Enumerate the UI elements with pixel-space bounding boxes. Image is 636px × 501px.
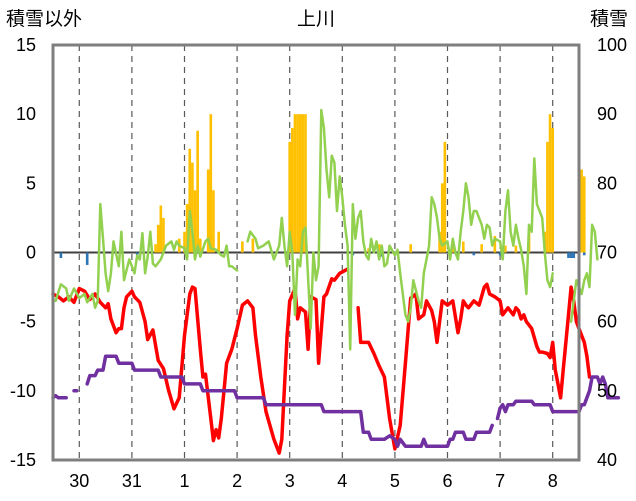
orange-bar <box>298 114 302 253</box>
right-tick-label: 60 <box>597 312 617 332</box>
orange-bar <box>580 169 583 253</box>
series-line <box>51 393 68 400</box>
series-line <box>85 354 494 448</box>
orange-bar <box>514 245 518 253</box>
orange-bar <box>480 244 484 253</box>
x-tick-label: 1 <box>179 471 189 491</box>
orange-bar <box>156 224 160 253</box>
orange-bar <box>198 238 202 253</box>
orange-bar <box>288 141 292 253</box>
orange-bar <box>291 128 294 253</box>
series-line <box>569 223 599 323</box>
left-tick-label: -10 <box>10 381 36 401</box>
orange-bar <box>241 241 244 253</box>
series-line <box>246 108 554 351</box>
blue-bar <box>135 252 139 256</box>
left-tick-label: 0 <box>26 243 36 263</box>
blue-bar <box>498 252 502 256</box>
orange-bar <box>217 231 221 253</box>
blue-bar <box>569 252 573 259</box>
orange-bar <box>183 231 186 253</box>
orange-bar <box>546 141 549 253</box>
plot-frame <box>51 43 581 462</box>
orange-bar <box>461 241 465 253</box>
orange-bar <box>162 217 165 253</box>
chart-title: 上川 <box>297 8 335 30</box>
right-tick-label: 80 <box>597 173 617 193</box>
orange-bar <box>191 162 194 253</box>
blue-bar <box>472 252 476 256</box>
orange-bar <box>504 245 507 253</box>
blue-bar <box>59 252 63 259</box>
orange-bar <box>251 238 255 253</box>
orange-bar <box>206 169 210 253</box>
orange-bar <box>212 190 215 253</box>
right-tick-label: 50 <box>597 381 617 401</box>
orange-bar <box>493 235 497 253</box>
blue-bar <box>567 252 570 259</box>
x-tick-label: 5 <box>390 471 400 491</box>
orange-bar <box>443 141 447 253</box>
orange-bar <box>304 114 307 253</box>
x-tick-label: 7 <box>495 471 505 491</box>
x-tick-label: 8 <box>548 471 558 491</box>
series-line <box>54 202 239 310</box>
blue-bar <box>582 252 586 256</box>
orange-bar <box>377 244 381 253</box>
right-tick-label: 90 <box>597 104 617 124</box>
x-tick-label: 6 <box>442 471 452 491</box>
orange-bar <box>185 204 189 253</box>
series-line <box>495 375 621 421</box>
left-tick-label: -5 <box>20 312 36 332</box>
blue-bar <box>572 252 576 259</box>
orange-bar <box>301 114 305 253</box>
series-line <box>51 267 350 455</box>
orange-bar <box>154 244 157 253</box>
left-tick-label: 15 <box>16 35 36 55</box>
orange-bar <box>548 114 552 253</box>
orange-bar <box>582 176 586 253</box>
orange-bar <box>296 114 299 253</box>
orange-bar <box>293 114 297 253</box>
right-axis-label: 積雪 <box>590 8 628 30</box>
orange-bar <box>409 244 412 253</box>
left-tick-label: 5 <box>26 173 36 193</box>
x-tick-label: 31 <box>122 471 142 491</box>
x-tick-label: 4 <box>337 471 347 491</box>
series-line <box>356 282 592 451</box>
orange-bar <box>551 128 555 253</box>
right-tick-label: 100 <box>597 35 627 55</box>
orange-bar <box>440 183 444 253</box>
right-tick-label: 70 <box>597 243 617 263</box>
orange-bar <box>196 130 199 253</box>
x-tick-label: 3 <box>285 471 295 491</box>
orange-bar <box>209 114 213 253</box>
left-tick-label: -15 <box>10 450 36 470</box>
right-tick-label: 40 <box>597 450 617 470</box>
orange-bar <box>159 205 163 253</box>
left-tick-label: 10 <box>16 104 36 124</box>
orange-bar <box>193 190 197 253</box>
x-tick-label: 2 <box>232 471 242 491</box>
orange-bar <box>188 148 192 253</box>
left-axis-label: 積雪以外 <box>6 8 82 30</box>
blue-bar <box>85 252 89 265</box>
x-tick-label: 30 <box>69 471 89 491</box>
